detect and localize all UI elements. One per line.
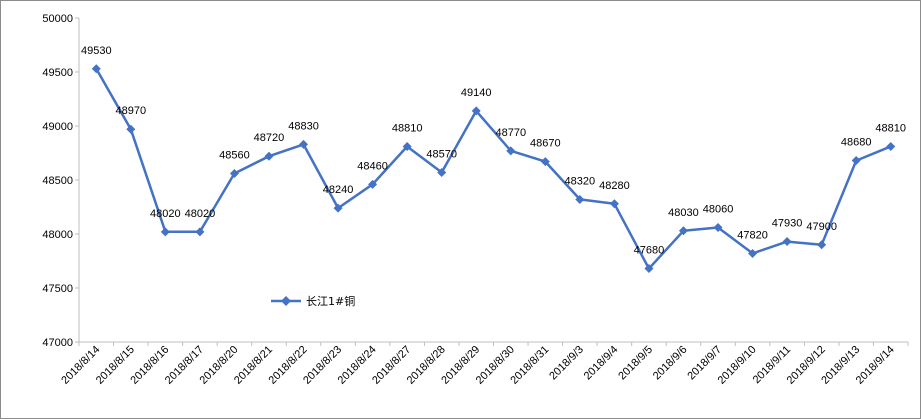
y-tick-label: 49000 [42,121,73,133]
series-layer [91,64,896,274]
data-label: 48810 [392,123,423,135]
data-label: 48030 [668,207,699,219]
data-label: 48970 [116,105,147,117]
data-label: 47900 [806,221,837,233]
data-point [368,179,378,189]
data-point [506,146,516,156]
data-point [229,169,239,179]
data-label: 48020 [150,208,181,220]
data-label: 48680 [841,137,872,149]
x-tick-label: 2018/9/3 [547,344,586,383]
data-point [851,156,861,166]
series-line [95,68,892,270]
data-label: 48810 [875,123,906,135]
data-label: 49530 [81,45,112,57]
data-point [644,264,654,274]
data-point [299,139,309,149]
data-point [748,248,758,258]
data-point [713,223,723,233]
data-label: 48570 [426,148,457,160]
data-point [91,64,101,74]
data-point [575,194,585,204]
legend: 长江1#铜 [271,294,355,308]
data-point [264,151,274,161]
data-label: 48320 [565,175,596,187]
data-label: 48280 [599,180,630,192]
y-tick-label: 48500 [42,175,73,187]
data-label: 47930 [772,218,803,230]
data-label: 48770 [495,127,526,139]
x-tick-label: 2018/9/4 [582,344,621,383]
data-label: 48560 [219,150,250,162]
y-tick-label: 48000 [42,229,73,241]
data-label: 49140 [461,87,492,99]
data-point [160,227,170,237]
data-label: 48670 [530,138,561,150]
legend-label: 长江1#铜 [306,294,355,308]
data-point [886,142,896,152]
data-point [471,106,481,116]
data-point [333,203,343,213]
data-label: 48830 [288,120,319,132]
x-tick-label: 2018/9/5 [616,344,655,383]
data-point [540,157,550,167]
data-label: 48020 [185,208,216,220]
y-axis-ticks: 47000 47500 48000 48500 49000 49500 50000 [42,13,79,349]
data-point [402,142,412,152]
data-label: 48240 [323,184,354,196]
data-point [195,227,205,237]
data-label: 48720 [254,132,285,144]
data-label: 47820 [737,229,768,241]
x-axis-ticks: 2018/8/142018/8/152018/8/162018/8/172018… [59,342,909,387]
y-tick-label: 50000 [42,13,73,25]
data-label: 47680 [634,245,665,257]
y-tick-label: 49500 [42,67,73,79]
data-point [782,237,792,247]
data-point [817,240,827,250]
legend-diamond-marker [281,296,291,306]
y-tick-label: 47500 [42,283,73,295]
data-label: 48060 [703,204,734,216]
y-tick-label: 47000 [42,337,73,349]
data-point [678,226,688,236]
data-label: 48460 [357,160,388,172]
data-point [609,199,619,209]
x-tick-label: 2018/9/6 [651,344,690,383]
data-point [437,167,447,177]
data-point [126,124,136,134]
